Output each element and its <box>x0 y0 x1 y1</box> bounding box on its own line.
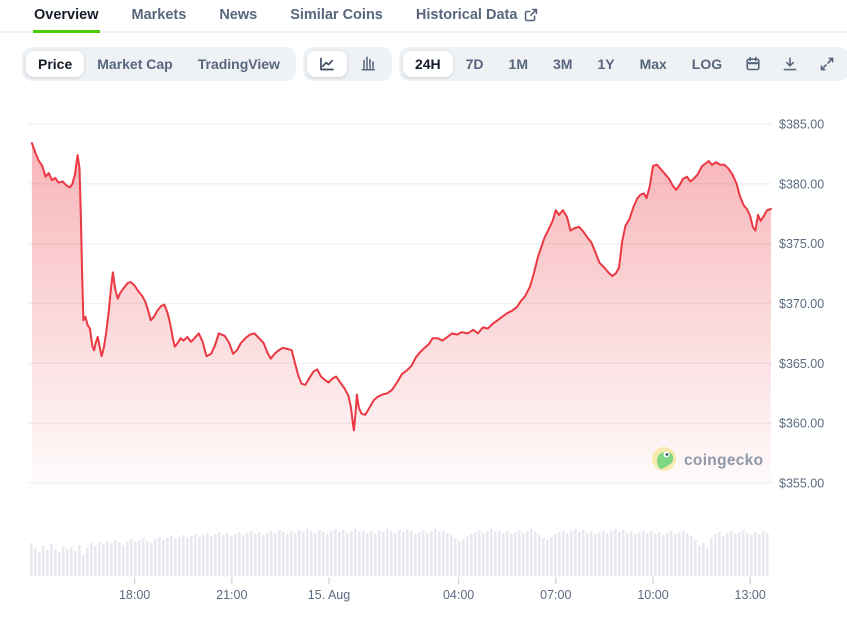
y-axis-label: $385.00 <box>779 118 824 132</box>
fullscreen-button[interactable] <box>809 51 845 77</box>
range-tab-7d[interactable]: 7D <box>454 51 496 77</box>
tab-markets[interactable]: Markets <box>131 5 188 32</box>
external-link-icon <box>524 8 538 22</box>
range-tab-log[interactable]: LOG <box>680 51 734 77</box>
range-tab-1y[interactable]: 1Y <box>585 51 626 77</box>
range-tab-1m[interactable]: 1M <box>497 51 540 77</box>
tab-label: Historical Data <box>415 6 518 23</box>
tab-similar-coins[interactable]: Similar Coins <box>289 5 384 32</box>
chart-type-segmented-control <box>302 47 392 81</box>
price-chart-canvas[interactable]: $385.00 $380.00 $375.00 $370.00 $365.00 $360.… <box>0 83 847 614</box>
x-axis-label: 15. Aug <box>308 588 350 602</box>
tab-news[interactable]: News <box>218 5 258 32</box>
metric-segmented-control: Price Market Cap TradingView <box>22 47 296 81</box>
x-axis-label: 04:00 <box>443 588 474 602</box>
tab-overview[interactable]: Overview <box>33 5 100 33</box>
metric-tab-price[interactable]: Price <box>26 51 85 77</box>
volume-bars <box>30 529 769 576</box>
metric-tab-market-cap[interactable]: Market Cap <box>85 51 184 77</box>
x-axis-label: 10:00 <box>637 588 668 602</box>
tab-label: News <box>219 6 258 23</box>
calendar-icon <box>745 56 761 72</box>
x-axis-label: 21:00 <box>216 588 247 602</box>
line-chart-icon <box>318 56 336 72</box>
chart-type-candlestick-chart-icon[interactable] <box>348 51 388 77</box>
fullscreen-icon <box>819 56 835 72</box>
coingecko-watermark: coingecko <box>652 447 763 471</box>
download-button[interactable] <box>772 51 808 77</box>
price-line <box>30 142 772 432</box>
download-icon <box>782 56 798 72</box>
chart-type-line-chart-icon[interactable] <box>306 51 347 77</box>
page-tabs: Overview Markets News Similar Coins Historic… <box>0 0 847 33</box>
tab-label: Markets <box>131 6 187 23</box>
y-axis-labels: $385.00 $380.00 $375.00 $370.00 $365.00 $360.… <box>779 118 824 491</box>
y-axis-label: $375.00 <box>779 237 824 251</box>
metric-tab-tradingview[interactable]: TradingView <box>186 51 292 77</box>
y-axis-label: $365.00 <box>779 357 824 371</box>
price-area-fill <box>31 143 771 483</box>
x-axis-label: 07:00 <box>540 588 571 602</box>
y-axis-label: $380.00 <box>779 177 824 191</box>
range-tab-3m[interactable]: 3M <box>541 51 584 77</box>
chart-area: $385.00 $380.00 $375.00 $370.00 $365.00 $360.… <box>0 83 847 619</box>
y-axis-label: $360.00 <box>779 417 824 431</box>
y-axis-label: $370.00 <box>779 297 824 311</box>
range-tab-max[interactable]: Max <box>628 51 679 77</box>
tab-historical-data[interactable]: Historical Data <box>415 5 540 32</box>
range-tab-24h[interactable]: 24H <box>402 51 453 77</box>
y-axis-label: $355.00 <box>779 477 824 491</box>
x-axis-label: 13:00 <box>735 588 766 602</box>
candlestick-chart-icon <box>359 56 377 72</box>
tab-label: Overview <box>34 6 99 23</box>
x-axis-label: 18:00 <box>119 588 150 602</box>
chart-toolbar: Price Market Cap TradingView 24H 7D 1M 3M 1Y Ma… <box>0 33 847 81</box>
calendar-button[interactable] <box>735 51 771 77</box>
watermark-label: coingecko <box>684 452 763 469</box>
range-segmented-control: 24H 7D 1M 3M 1Y Max LOG <box>398 47 847 81</box>
tab-label: Similar Coins <box>290 6 383 23</box>
x-axis-labels: 18:00 21:00 15. Aug 04:00 07:00 10:00 13:00 <box>119 577 766 602</box>
